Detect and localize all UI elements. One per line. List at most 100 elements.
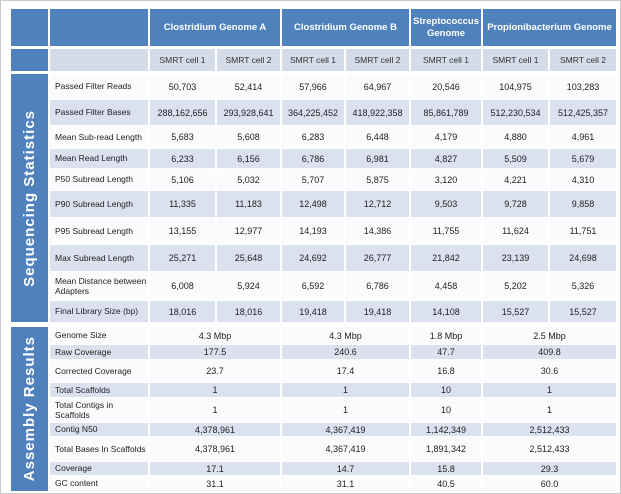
row-label: Mean Sub-read Length [50, 126, 148, 148]
value-cell: 4,221 [483, 169, 548, 190]
row-label: GC content [50, 476, 148, 491]
value-cell: 6,592 [282, 272, 344, 300]
value-cell: 6,981 [346, 149, 409, 168]
value-cell: 5,924 [217, 272, 280, 300]
value-cell: 1 [483, 383, 616, 397]
smrt-cell-header: SMRT cell 1 [150, 49, 215, 71]
value-cell: 15.8 [411, 462, 481, 475]
value-cell: 12,977 [217, 218, 280, 244]
value-cell: 2,512,433 [483, 437, 616, 461]
row-label: Genome Size [50, 327, 148, 344]
value-cell: 2,512,433 [483, 423, 616, 436]
value-cell: 4,827 [411, 149, 481, 168]
value-cell: 47.7 [411, 345, 481, 359]
value-cell: 4,310 [550, 169, 616, 190]
table-row-total-contigs-in-scaffolds: Total Contigs in Scaffolds 1 1 10 1 [50, 398, 616, 422]
value-cell: 293,928,641 [217, 100, 280, 125]
value-cell: 14,386 [346, 218, 409, 244]
row-label: P90 Subread Length [50, 191, 148, 217]
value-cell: 4.3 Mbp [282, 327, 409, 344]
value-cell: 19,418 [282, 301, 344, 322]
value-cell: 512,230,534 [483, 100, 548, 125]
value-cell: 12,712 [346, 191, 409, 217]
value-cell: 85,861,789 [411, 100, 481, 125]
value-cell: 104,975 [483, 74, 548, 99]
table-row-passed-filter-reads: Passed Filter Reads 50,703 52,414 57,966 64,… [50, 74, 616, 99]
smrt-cell-header: SMRT cell 2 [550, 49, 616, 71]
value-cell: 26,777 [346, 245, 409, 271]
value-cell: 57,966 [282, 74, 344, 99]
table-row-p50-subread-length: P50 Subread Length 5,106 5,032 5,707 5,875 3,… [50, 169, 616, 190]
table-row-passed-filter-bases: Passed Filter Bases 288,162,656 293,928,64… [50, 100, 616, 125]
value-cell: 3,120 [411, 169, 481, 190]
smrt-cell-header: SMRT cell 2 [346, 49, 409, 71]
section-title: Sequencing Statistics [21, 109, 38, 287]
table-row-mean-sub-read-length: Mean Sub-read Length 5,683 5,608 6,283 6,448… [50, 126, 616, 148]
genome-header-clostridium-genome-b: Clostridium Genome B [282, 9, 409, 46]
value-cell: 25,648 [217, 245, 280, 271]
value-cell: 5,679 [550, 149, 616, 168]
smrt-cell-header: SMRT cell 2 [217, 49, 280, 71]
row-label: Mean Distance between Adapters [50, 272, 148, 300]
value-cell: 11,624 [483, 218, 548, 244]
value-cell: 18,016 [217, 301, 280, 322]
value-cell: 288,162,656 [150, 100, 215, 125]
value-cell: 17.4 [282, 360, 409, 382]
value-cell: 52,414 [217, 74, 280, 99]
section-title: Assembly Results [21, 336, 38, 482]
value-cell: 14,193 [282, 218, 344, 244]
genome-header-propionibacterium-genome: Propionibacterium Genome [483, 9, 616, 46]
smrt-cell-header-row: SMRT cell 1 SMRT cell 2 SMRT cell 1 SMRT ce… [11, 49, 616, 71]
value-cell: 6,448 [346, 126, 409, 148]
value-cell: 64,967 [346, 74, 409, 99]
table-row-total-bases-in-scaffolds: Total Bases In Scaffolds 4,378,961 4,367,4… [50, 437, 616, 461]
value-cell: 1 [150, 398, 280, 422]
row-label: Total Contigs in Scaffolds [50, 398, 148, 422]
smrt-cell-header: SMRT cell 1 [483, 49, 548, 71]
genome-header-row: Clostridium Genome A Clostridium Genome B… [11, 9, 616, 46]
value-cell: 20,546 [411, 74, 481, 99]
smrt-cell-header: SMRT cell 1 [282, 49, 344, 71]
value-cell: 24,692 [282, 245, 344, 271]
row-label: P50 Subread Length [50, 169, 148, 190]
value-cell: 50,703 [150, 74, 215, 99]
value-cell: 5,608 [217, 126, 280, 148]
value-cell: 1.8 Mbp [411, 327, 481, 344]
value-cell: 15,527 [483, 301, 548, 322]
row-label: P95 Subread Length [50, 218, 148, 244]
value-cell: 15,527 [550, 301, 616, 322]
section-body: Genome Size 4.3 Mbp 4.3 Mbp 1.8 Mbp 2.5 Mbp R… [50, 327, 616, 492]
value-cell: 4,378,961 [150, 437, 280, 461]
value-cell: 4,179 [411, 126, 481, 148]
value-cell: 31.1 [150, 476, 280, 491]
row-label: Passed Filter Bases [50, 100, 148, 125]
table-row-total-scaffolds: Total Scaffolds 1 1 10 1 [50, 383, 616, 397]
value-cell: 1 [483, 398, 616, 422]
value-cell: 409.8 [483, 345, 616, 359]
value-cell: 16.8 [411, 360, 481, 382]
value-cell: 5,707 [282, 169, 344, 190]
row-label: Max Subread Length [50, 245, 148, 271]
row-label: Coverage [50, 462, 148, 475]
value-cell: 40.5 [411, 476, 481, 491]
value-cell: 9,503 [411, 191, 481, 217]
table-row-coverage: Coverage 17.1 14.7 15.8 29.3 [50, 462, 616, 475]
corner-cell-labels [50, 9, 148, 46]
row-label: Mean Read Length [50, 149, 148, 168]
value-cell: 4,880 [483, 126, 548, 148]
value-cell: 1,142,349 [411, 423, 481, 436]
value-cell: 18,016 [150, 301, 215, 322]
table-row-contig-n50: Contig N50 4,378,961 4,367,419 1,142,349 2,5… [50, 423, 616, 436]
smrt-header-spacer [50, 49, 148, 71]
value-cell: 12,498 [282, 191, 344, 217]
genome-header-clostridium-genome-a: Clostridium Genome A [150, 9, 280, 46]
value-cell: 6,786 [282, 149, 344, 168]
row-label: Passed Filter Reads [50, 74, 148, 99]
row-label: Corrected Coverage [50, 360, 148, 382]
value-cell: 29.3 [483, 462, 616, 475]
genome-header-streptococcus-genome: Streptococcus Genome [411, 9, 481, 46]
value-cell: 5,875 [346, 169, 409, 190]
value-cell: 4,378,961 [150, 423, 280, 436]
value-cell: 6,156 [217, 149, 280, 168]
value-cell: 11,755 [411, 218, 481, 244]
